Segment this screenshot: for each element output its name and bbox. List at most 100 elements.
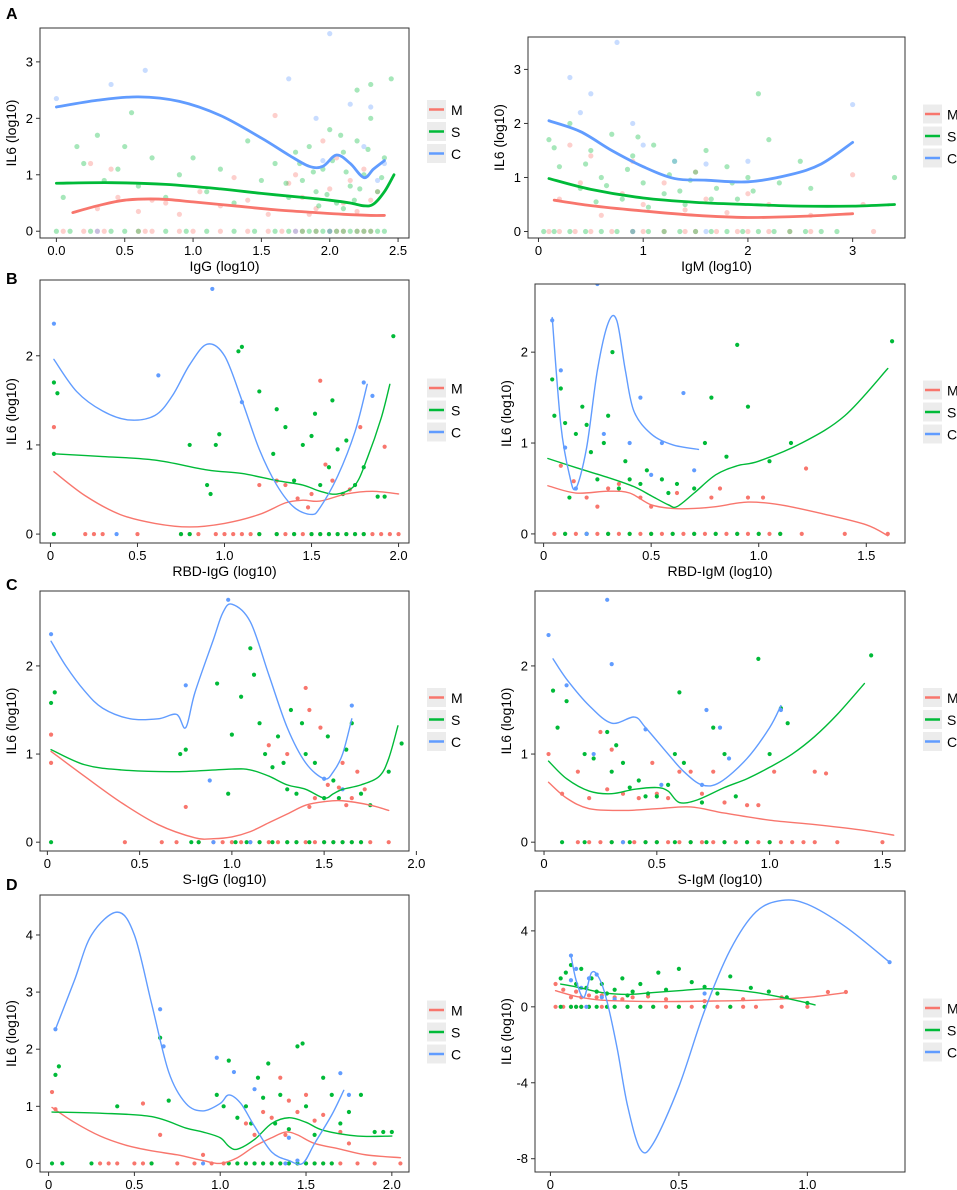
data-point (74, 143, 80, 150)
legend: MSC (923, 688, 957, 751)
data-point (381, 1129, 386, 1135)
data-point-zero (575, 840, 580, 845)
data-point (567, 120, 573, 127)
legend: MSC (923, 380, 957, 444)
data-point (294, 791, 299, 796)
data-point (388, 76, 394, 82)
data-point-zero (552, 531, 557, 537)
data-point-zero (645, 228, 652, 235)
y-tick-label: 2 (521, 658, 528, 673)
data-point (630, 153, 636, 159)
data-point (374, 189, 381, 195)
data-point (582, 161, 589, 167)
y-axis-label: IL6 (log10) (498, 688, 514, 755)
data-point (283, 180, 289, 186)
data-point (307, 804, 312, 810)
data-point (327, 186, 333, 192)
data-point (558, 463, 563, 468)
data-point (374, 189, 381, 195)
x-tick-label: 2 (744, 243, 751, 258)
data-point (619, 196, 625, 202)
y-tick-label: 2 (26, 1042, 33, 1057)
data-point (644, 468, 649, 473)
data-point-zero (306, 228, 312, 234)
smooth-line-c (547, 119, 855, 184)
data-point-zero (322, 840, 327, 845)
smooth-line-s (547, 682, 866, 804)
plot-area (546, 597, 895, 845)
data-point-zero (790, 840, 795, 845)
data-point-zero (239, 531, 245, 537)
data-point-zero (327, 228, 333, 234)
data-point (638, 981, 643, 987)
data-point (309, 491, 314, 497)
data-point (275, 734, 281, 739)
data-point (53, 1072, 58, 1078)
data-point (636, 778, 641, 783)
data-point (325, 782, 330, 787)
data-point (703, 161, 709, 167)
data-point-zero (753, 1004, 759, 1009)
data-point-zero (368, 228, 374, 234)
data-point (338, 1071, 343, 1076)
data-point (654, 794, 659, 799)
data-point-zero (551, 228, 557, 235)
legend-label: M (451, 690, 463, 706)
data-point-zero (135, 228, 141, 234)
data-point-zero (303, 840, 308, 845)
x-axis-label: RBD-IgG (log10) (172, 563, 276, 579)
data-point-zero (396, 531, 401, 537)
data-point-zero (196, 531, 201, 537)
x-tick-label: 0.5 (128, 548, 146, 563)
data-point-zero (609, 228, 615, 235)
data-point-zero (870, 228, 877, 235)
data-point (87, 160, 94, 167)
data-point (338, 1121, 343, 1126)
data-point-zero (340, 228, 346, 234)
data-point (344, 438, 349, 443)
y-axis-label: IL6 (log10) (3, 1000, 19, 1067)
data-point (850, 172, 856, 178)
data-point-zero (340, 840, 345, 845)
data-point-zero (300, 531, 305, 537)
data-point-zero (326, 531, 332, 537)
data-point (347, 101, 353, 107)
data-point (709, 395, 714, 400)
data-point-zero (67, 228, 73, 234)
data-point (726, 756, 732, 761)
data-point (214, 1092, 219, 1097)
data-point (663, 987, 669, 992)
data-point-zero (606, 531, 611, 537)
data-point (362, 787, 367, 792)
data-point (553, 981, 558, 987)
data-point (558, 368, 563, 373)
data-point-zero (269, 1161, 274, 1166)
data-point-zero (200, 1161, 206, 1166)
data-point-zero (728, 1004, 733, 1009)
data-point (623, 459, 628, 464)
data-point (381, 155, 387, 161)
data-point (640, 180, 646, 186)
x-tick-label: 1.0 (215, 548, 233, 563)
data-point (399, 741, 404, 746)
data-point (320, 158, 326, 164)
data-point (573, 431, 578, 437)
data-point (724, 210, 730, 216)
data-point (347, 183, 353, 189)
data-point (258, 177, 264, 184)
y-tick-label: 3 (26, 985, 33, 1000)
data-point-zero (567, 228, 573, 235)
data-point-zero (244, 840, 249, 845)
data-point (313, 206, 319, 212)
x-tick-label: 0 (44, 856, 51, 871)
data-point (347, 177, 353, 184)
series-points-c (550, 284, 697, 537)
data-point (605, 729, 610, 735)
data-point (128, 110, 135, 116)
data-point (624, 166, 631, 172)
data-point (595, 504, 600, 509)
data-point (349, 703, 354, 708)
data-point (703, 147, 709, 154)
data-point (312, 760, 318, 765)
data-point (81, 160, 87, 167)
